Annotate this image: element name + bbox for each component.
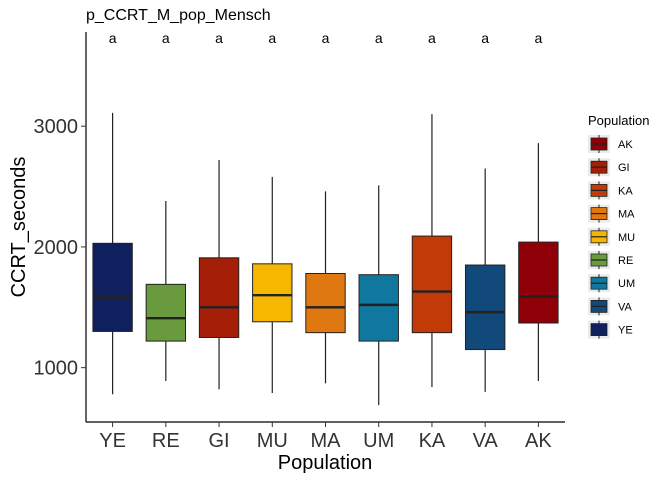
legend-entry-va: VA: [588, 297, 633, 316]
legend-label: YE: [618, 325, 633, 337]
box: [518, 241, 559, 324]
box: [464, 264, 506, 351]
box-group-gi: a GI: [198, 30, 240, 452]
significance-letter: a: [215, 30, 223, 46]
legend-entry-ma: MA: [588, 204, 635, 223]
legend-label: AK: [618, 139, 633, 151]
box-group-ak: a AK: [518, 30, 559, 452]
y-tick-label: 1000: [34, 358, 79, 380]
x-axis-title: Population: [278, 452, 373, 474]
x-tick-label: UM: [363, 430, 394, 452]
box-group-va: a VA: [464, 30, 506, 452]
box-group-um: a UM: [358, 30, 399, 452]
box: [411, 235, 453, 334]
box: [358, 274, 399, 342]
box: [198, 257, 240, 338]
significance-letter: a: [428, 30, 436, 46]
legend-entries: AK GI KA MA MU RE UM VA YE: [588, 135, 635, 339]
x-tick-label: GI: [208, 430, 229, 452]
y-tick-label: 2000: [34, 237, 79, 259]
legend: Population AK GI KA MA MU RE UM VA YE: [588, 113, 649, 339]
chart-title: p_CCRT_M_pop_Mensch: [86, 7, 271, 24]
legend-label: GI: [618, 162, 630, 174]
significance-letter: a: [268, 30, 276, 46]
x-tick-label: YE: [99, 430, 126, 452]
x-tick-label: RE: [152, 430, 180, 452]
legend-entry-um: UM: [588, 274, 635, 293]
legend-entry-mu: MU: [588, 227, 635, 246]
legend-title: Population: [588, 113, 649, 128]
x-tick-label: MU: [257, 430, 288, 452]
x-tick-label: KA: [419, 430, 446, 452]
legend-entry-ye: YE: [588, 320, 633, 339]
legend-label: MU: [618, 232, 635, 244]
x-tick-label: AK: [525, 430, 552, 452]
box-group-ka: a KA: [411, 30, 453, 452]
legend-entry-re: RE: [588, 251, 633, 269]
y-tick-label: 3000: [34, 116, 79, 138]
significance-letter: a: [534, 30, 542, 46]
legend-entry-gi: GI: [588, 158, 630, 177]
significance-letter: a: [109, 30, 117, 46]
x-tick-label: VA: [473, 430, 499, 452]
box: [252, 263, 293, 323]
y-axis-title: CCRT_seconds: [8, 157, 30, 298]
significance-letter: a: [322, 30, 330, 46]
box-group-mu: a MU: [252, 30, 293, 452]
legend-entry-ak: AK: [588, 135, 633, 153]
box: [305, 272, 346, 334]
legend-label: UM: [618, 278, 635, 290]
legend-label: VA: [618, 301, 633, 313]
legend-label: MA: [618, 209, 635, 221]
box: [145, 283, 187, 342]
box-group-ma: a MA: [305, 30, 346, 452]
legend-label: KA: [618, 185, 633, 197]
box-group-re: a RE: [145, 30, 187, 452]
significance-letter: a: [162, 30, 170, 46]
plot-area: 1000 2000 3000 a YE a RE a GI a MU a MA a UM a KA a VA a AK: [34, 30, 565, 452]
legend-label: RE: [618, 255, 633, 267]
significance-letter: a: [375, 30, 383, 46]
significance-letter: a: [481, 30, 489, 46]
box: [92, 242, 133, 332]
x-tick-label: MA: [311, 430, 342, 452]
legend-entry-ka: KA: [588, 181, 633, 200]
box-group-ye: a YE: [92, 30, 133, 452]
